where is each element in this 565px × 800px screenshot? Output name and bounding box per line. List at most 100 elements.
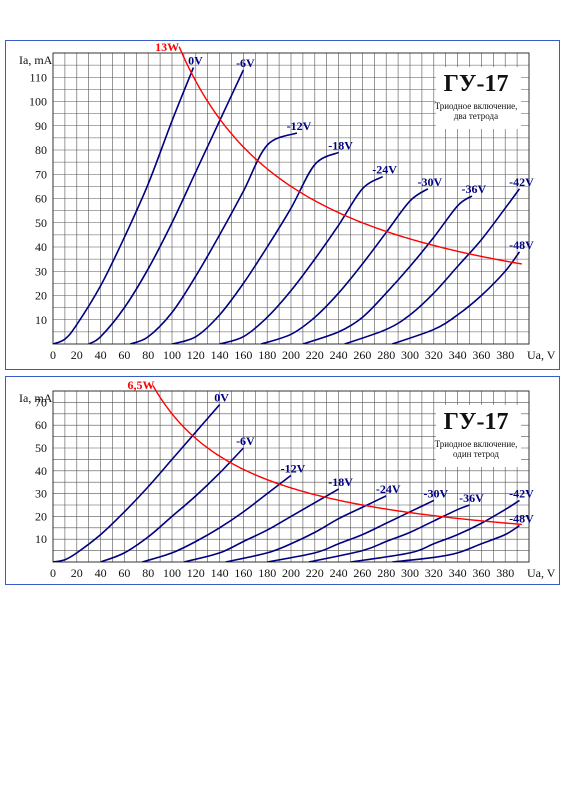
x-tick-label: 60 <box>118 566 130 580</box>
x-tick-label: 100 <box>163 348 181 362</box>
series-label: -12V <box>287 119 312 133</box>
chart-subtitle-line1: Триодное включение, <box>435 101 518 111</box>
x-tick-label: 0 <box>50 566 56 580</box>
series-label: -6V <box>236 56 255 70</box>
y-tick-label: 50 <box>35 216 47 230</box>
y-tick-label: 10 <box>35 313 47 327</box>
y-tick-label: 40 <box>35 464 47 478</box>
chart-two-tetrodes: 0 20 40 60 80 100 120 140 160 180 200 220 240 260 280 3… <box>19 41 556 362</box>
series-line <box>219 175 384 344</box>
series-line <box>391 251 521 344</box>
title-background <box>436 405 521 467</box>
series-line <box>53 404 221 562</box>
x-tick-label: 40 <box>95 566 107 580</box>
x-tick-label: 20 <box>71 348 83 362</box>
y-tick-label: 70 <box>35 167 47 181</box>
x-tick-label: 80 <box>142 566 154 580</box>
x-tick-label: 260 <box>353 348 371 362</box>
x-tick-label: 280 <box>377 566 395 580</box>
power-curve <box>178 46 522 265</box>
chart-title: ГУ-17 <box>444 409 509 435</box>
series-line <box>225 495 387 562</box>
x-tick-label: 140 <box>211 348 229 362</box>
x-tick-label: 320 <box>425 566 443 580</box>
power-curve <box>152 385 522 526</box>
x-tick-label: 300 <box>401 566 419 580</box>
power-curve-label: 13W <box>155 41 179 54</box>
series-label: -36V <box>459 491 484 505</box>
x-tick-label: 200 <box>282 566 300 580</box>
series-line <box>267 499 435 562</box>
series-line <box>261 188 429 344</box>
y-tick-label: 100 <box>29 95 47 109</box>
series-line <box>392 524 520 562</box>
series-label: -6V <box>236 434 255 448</box>
series-line <box>183 488 339 562</box>
series-label: 0V <box>188 54 203 68</box>
y-tick-label: 10 <box>35 532 47 546</box>
x-tick-label: 140 <box>211 566 229 580</box>
x-tick-label: 180 <box>258 566 276 580</box>
series-label: -48V <box>509 238 534 252</box>
x-tick-label: 40 <box>95 348 107 362</box>
plot-frame <box>52 52 530 345</box>
series-line <box>344 188 521 344</box>
chart-one-tetrode: 0 20 40 60 80 100 120 140 160 180 200 220 240 260 280 3… <box>19 378 556 580</box>
y-tick-label: 60 <box>35 418 47 432</box>
y-tick-label: 90 <box>35 119 47 133</box>
x-tick-label: 300 <box>401 348 419 362</box>
y-tick-label: 60 <box>35 192 47 206</box>
x-tick-label: 360 <box>472 566 490 580</box>
x-tick-label: 260 <box>353 566 371 580</box>
series-label: -18V <box>328 138 353 152</box>
y-axis-label: Ia, mA <box>19 391 53 405</box>
x-tick-label: 240 <box>330 566 348 580</box>
y-tick-label: 70 <box>35 395 47 409</box>
series-label: -12V <box>281 461 306 475</box>
chart-title: ГУ-17 <box>444 71 509 97</box>
chart-panel-bottom: 0 20 40 60 80 100 120 140 160 180 200 220 240 260 280 3… <box>5 376 560 585</box>
series-label: -30V <box>418 175 443 189</box>
y-axis-label: Ia, mA <box>19 53 53 67</box>
x-tick-label: 280 <box>377 348 395 362</box>
x-tick-label: 0 <box>50 348 56 362</box>
x-tick-label: 160 <box>234 566 252 580</box>
series-label: -24V <box>376 482 401 496</box>
x-tick-label: 100 <box>163 566 181 580</box>
x-tick-label: 120 <box>187 348 205 362</box>
x-tick-label: 340 <box>449 566 467 580</box>
series-label: 0V <box>214 391 229 405</box>
title-background <box>436 67 521 129</box>
x-tick-label: 120 <box>187 566 205 580</box>
x-tick-label: 380 <box>496 348 514 362</box>
chart-subtitle-line2: один тетрод <box>453 449 499 459</box>
series-line <box>171 151 339 344</box>
y-tick-label: 30 <box>35 487 47 501</box>
y-tick-label: 40 <box>35 240 47 254</box>
x-axis-label: Ua, V <box>527 348 556 362</box>
x-tick-label: 180 <box>258 348 276 362</box>
series-label: -18V <box>328 475 353 489</box>
series-line <box>350 499 520 562</box>
series-line <box>142 474 292 562</box>
series-line <box>302 195 473 344</box>
series-label: -36V <box>462 182 487 196</box>
series-label: -42V <box>509 486 534 500</box>
x-tick-label: 380 <box>496 566 514 580</box>
grid <box>53 53 529 344</box>
series-label: -30V <box>423 486 448 500</box>
x-tick-label: 220 <box>306 348 324 362</box>
y-tick-label: 80 <box>35 143 47 157</box>
series-line <box>53 67 195 344</box>
x-tick-label: 20 <box>71 566 83 580</box>
series-label: -24V <box>372 163 397 177</box>
x-tick-label: 160 <box>234 348 252 362</box>
y-tick-label: 110 <box>29 70 47 84</box>
series-line <box>88 69 245 344</box>
plot-frame <box>52 390 530 563</box>
y-tick-label: 50 <box>35 441 47 455</box>
x-tick-label: 220 <box>306 566 324 580</box>
y-tick-label: 20 <box>35 289 47 303</box>
x-tick-label: 60 <box>118 348 130 362</box>
x-tick-label: 320 <box>425 348 443 362</box>
